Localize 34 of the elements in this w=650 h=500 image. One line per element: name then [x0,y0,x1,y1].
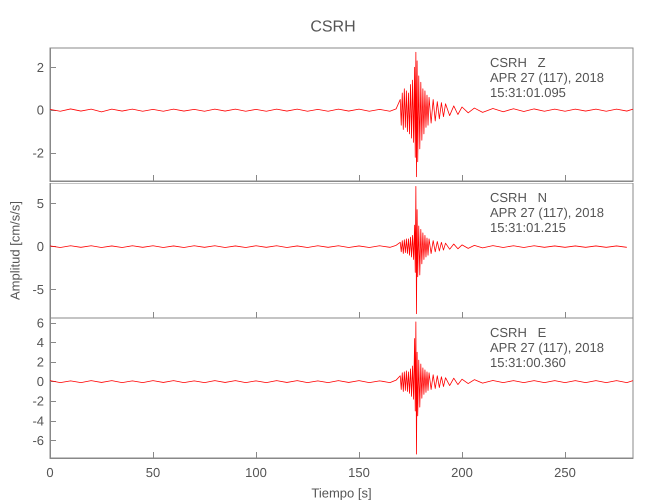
x-tick-label: 200 [451,465,473,480]
y-tick-label: -6 [32,432,44,448]
line-series [50,52,634,178]
y-tick-label: 0 [36,374,44,390]
y-axis-title: Amplitud [cm/s/s] [8,201,23,300]
y-tick-label: -5 [32,282,44,298]
annotation: APR 27 (117), 2018 [490,70,604,85]
y-tick-label: 2 [36,354,44,370]
annotation: CSRH E [490,325,547,340]
x-axis-title: Tiempo [s] [311,485,372,500]
annotation: 15:31:00.360 [490,355,566,370]
x-tick-label: 250 [554,465,576,480]
annotation: APR 27 (117), 2018 [490,205,604,220]
annotation: APR 27 (117), 2018 [490,340,604,355]
annotation: CSRH Z [490,55,546,70]
annotation: 15:31:01.215 [490,220,566,235]
line-series [50,322,634,454]
chart-title: CSRH [310,18,356,36]
annotation: 15:31:01.095 [490,85,566,100]
y-tick-label: 6 [36,315,44,330]
y-tick-label: 4 [36,334,44,350]
line-series [50,186,628,314]
y-tick-label: 2 [36,60,44,75]
y-tick-label: -4 [32,413,44,428]
x-tick-label: 150 [348,465,370,480]
y-tick-label: -2 [32,146,44,161]
y-tick-label: 5 [36,196,44,212]
y-tick-label: 0 [36,102,44,118]
x-tick-label: 0 [46,465,54,480]
x-tick-label: 50 [146,465,160,480]
y-tick-label: 0 [36,239,44,254]
y-tick-label: -2 [32,394,44,409]
annotation: CSRH N [490,190,548,205]
x-tick-label: 100 [245,465,267,480]
